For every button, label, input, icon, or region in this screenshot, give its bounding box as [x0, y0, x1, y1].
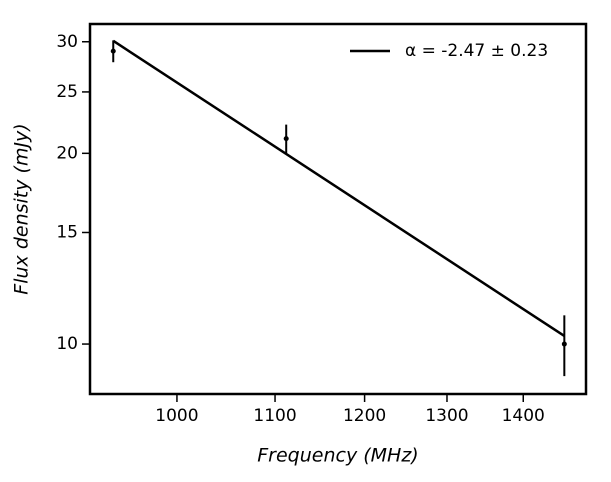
data-point — [110, 48, 116, 54]
x-tick-label: 1000 — [155, 406, 198, 426]
data-point — [561, 341, 567, 347]
data-point — [283, 136, 289, 142]
legend-label: α = -2.47 ± 0.23 — [405, 41, 548, 61]
y-tick-label: 10 — [56, 334, 78, 354]
x-axis-label: Frequency (MHz) — [257, 445, 418, 467]
y-tick-label: 20 — [56, 143, 78, 163]
y-axis-label: Flux density (mJy) — [11, 123, 33, 294]
plot-frame — [88, 22, 588, 396]
y-tick-label: 30 — [56, 32, 78, 52]
y-tick-label: 15 — [56, 222, 78, 242]
y-tick-label: 25 — [56, 82, 78, 102]
fit-line — [112, 39, 566, 337]
x-tick-label: 1100 — [253, 406, 296, 426]
x-tick-label: 1200 — [343, 406, 386, 426]
x-tick-label: 1400 — [502, 406, 545, 426]
x-tick-label: 1300 — [425, 406, 468, 426]
